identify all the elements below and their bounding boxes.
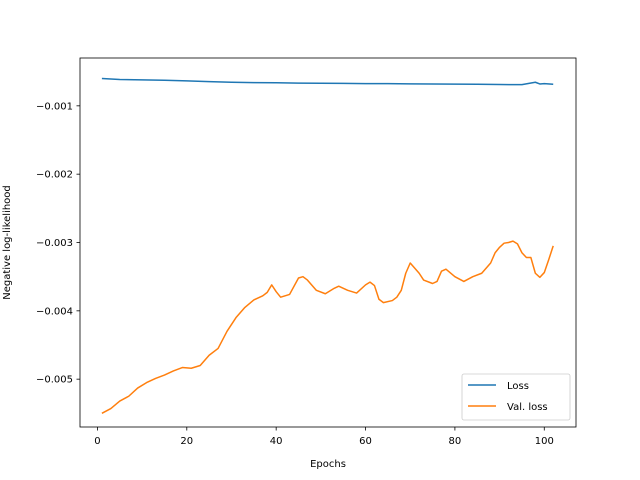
x-tick-label: 40 xyxy=(270,436,283,447)
y-tick-label: −0.004 xyxy=(36,306,73,317)
legend: Loss Val. loss xyxy=(461,373,571,421)
y-tick-label: −0.005 xyxy=(36,375,73,386)
y-tick-label: −0.003 xyxy=(36,238,73,249)
legend-label-val-loss: Val. loss xyxy=(507,402,548,413)
x-tick-label: 20 xyxy=(180,436,193,447)
x-axis-label: Epochs xyxy=(310,459,346,470)
y-axis-label: Negative log-likelihood xyxy=(2,185,13,300)
x-tick-label: 80 xyxy=(449,436,462,447)
x-tick-label: 100 xyxy=(535,436,554,447)
x-tick-label: 0 xyxy=(94,436,100,447)
series-line-val-loss xyxy=(101,240,554,414)
x-axis: 0 20 40 60 80 100 xyxy=(94,427,554,447)
y-tick-label: −0.002 xyxy=(36,170,73,181)
plot-lines xyxy=(101,77,554,414)
legend-label-loss: Loss xyxy=(507,381,529,392)
series-line-loss xyxy=(101,77,554,86)
y-tick-label: −0.001 xyxy=(36,101,73,112)
x-tick-label: 60 xyxy=(359,436,372,447)
y-axis: −0.005 −0.004 −0.003 −0.002 −0.001 xyxy=(36,101,80,386)
